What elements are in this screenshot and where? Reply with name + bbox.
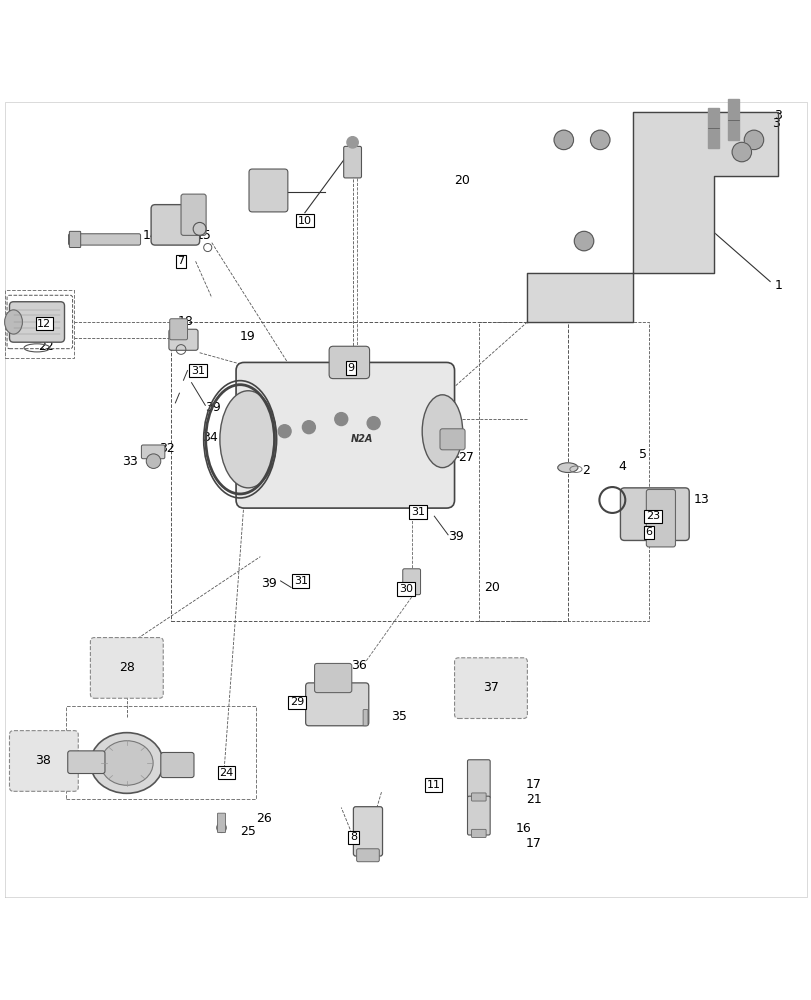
Circle shape (744, 130, 762, 150)
Text: 1: 1 (773, 279, 781, 292)
Circle shape (278, 425, 290, 438)
Circle shape (732, 142, 751, 162)
FancyBboxPatch shape (69, 231, 80, 248)
FancyBboxPatch shape (440, 429, 465, 450)
Text: 15: 15 (195, 229, 211, 242)
Text: 31: 31 (191, 366, 204, 376)
FancyBboxPatch shape (467, 796, 490, 835)
Text: 3: 3 (773, 109, 781, 122)
Text: 10: 10 (298, 216, 311, 226)
Text: 20: 20 (484, 581, 500, 594)
FancyBboxPatch shape (249, 169, 287, 212)
Text: 18: 18 (178, 315, 194, 328)
Text: 36: 36 (350, 659, 367, 672)
Text: 22: 22 (38, 340, 54, 353)
Text: 17: 17 (525, 778, 541, 791)
FancyBboxPatch shape (402, 569, 420, 595)
Circle shape (590, 130, 609, 150)
Text: 33: 33 (122, 455, 137, 468)
FancyBboxPatch shape (161, 752, 194, 778)
Text: 23: 23 (645, 511, 659, 521)
Text: 24: 24 (219, 768, 234, 778)
Text: 14: 14 (143, 229, 159, 242)
Ellipse shape (422, 395, 462, 468)
Text: 29: 29 (290, 697, 303, 707)
FancyBboxPatch shape (141, 445, 165, 459)
Text: 16: 16 (516, 822, 531, 835)
Text: 39: 39 (260, 577, 277, 590)
FancyBboxPatch shape (620, 488, 689, 540)
Circle shape (302, 421, 315, 434)
FancyBboxPatch shape (454, 658, 526, 718)
Text: 4: 4 (617, 460, 625, 473)
Text: 6: 6 (645, 527, 651, 537)
Ellipse shape (101, 741, 153, 785)
FancyBboxPatch shape (471, 829, 486, 837)
FancyBboxPatch shape (467, 760, 490, 799)
FancyBboxPatch shape (328, 346, 369, 379)
Text: 32: 32 (159, 442, 174, 455)
Text: 28: 28 (118, 661, 135, 674)
FancyBboxPatch shape (169, 329, 198, 350)
Text: 20: 20 (454, 174, 470, 187)
Circle shape (217, 823, 226, 833)
Text: 30: 30 (398, 584, 413, 594)
Text: 35: 35 (391, 710, 407, 723)
FancyBboxPatch shape (343, 146, 361, 178)
Bar (727, 99, 739, 140)
Text: 39: 39 (448, 530, 463, 543)
FancyBboxPatch shape (353, 807, 382, 856)
Text: 39: 39 (205, 401, 221, 414)
FancyBboxPatch shape (236, 362, 454, 508)
Text: N2A: N2A (350, 434, 372, 444)
Text: 9: 9 (347, 363, 354, 373)
Text: 26: 26 (256, 812, 272, 825)
FancyBboxPatch shape (10, 302, 64, 342)
Text: 12: 12 (37, 319, 51, 329)
Text: 2: 2 (581, 464, 590, 477)
Text: 8: 8 (350, 832, 357, 842)
Circle shape (573, 231, 593, 251)
Text: 11: 11 (426, 780, 440, 790)
Circle shape (553, 130, 573, 150)
FancyBboxPatch shape (363, 710, 367, 726)
Text: 5: 5 (638, 448, 646, 461)
Text: 31: 31 (294, 576, 307, 586)
Circle shape (367, 417, 380, 430)
Polygon shape (526, 112, 777, 322)
FancyBboxPatch shape (356, 849, 379, 862)
FancyBboxPatch shape (305, 683, 368, 726)
Ellipse shape (5, 310, 23, 334)
Text: 31: 31 (410, 507, 425, 517)
FancyBboxPatch shape (68, 234, 140, 245)
Ellipse shape (90, 733, 163, 793)
FancyBboxPatch shape (314, 663, 351, 693)
Bar (707, 108, 719, 148)
Text: 17: 17 (525, 837, 541, 850)
Text: 13: 13 (693, 493, 708, 506)
Circle shape (346, 137, 358, 148)
Text: 37: 37 (483, 681, 498, 694)
Text: 38: 38 (36, 754, 51, 767)
FancyBboxPatch shape (10, 731, 78, 791)
Text: 3: 3 (771, 117, 779, 130)
Text: 25: 25 (240, 825, 255, 838)
Text: 34: 34 (202, 431, 218, 444)
Text: 19: 19 (239, 330, 255, 343)
Text: 21: 21 (525, 793, 541, 806)
Ellipse shape (220, 391, 277, 488)
Text: 7: 7 (178, 256, 184, 266)
FancyBboxPatch shape (67, 751, 105, 774)
Ellipse shape (557, 463, 577, 472)
FancyBboxPatch shape (151, 205, 200, 245)
FancyBboxPatch shape (169, 319, 187, 340)
Text: 27: 27 (458, 451, 474, 464)
FancyBboxPatch shape (471, 793, 486, 801)
FancyBboxPatch shape (90, 638, 163, 698)
Circle shape (334, 413, 347, 426)
Circle shape (146, 454, 161, 468)
FancyBboxPatch shape (181, 194, 206, 235)
FancyBboxPatch shape (646, 489, 675, 547)
FancyBboxPatch shape (217, 813, 225, 833)
